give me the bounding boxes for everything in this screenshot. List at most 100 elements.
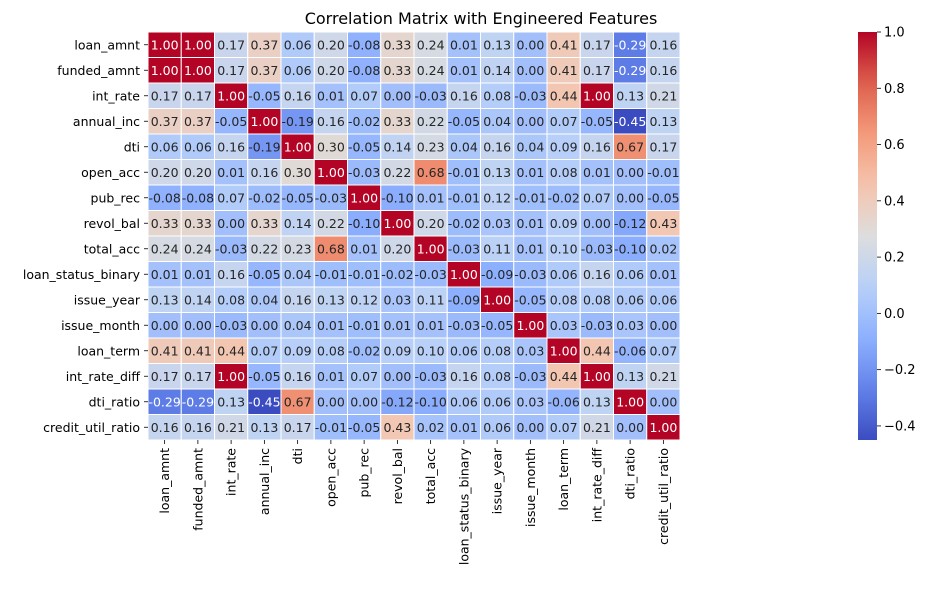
cell-open_acc-issue_year <box>480 159 515 186</box>
cell-label-open_acc-funded_amnt: 0.20 <box>184 165 212 180</box>
cell-label-funded_amnt-issue_year: 0.14 <box>483 63 511 78</box>
y-tick-label-dti: dti <box>124 139 140 154</box>
cell-label-int_rate-pub_rec: 0.07 <box>350 88 378 103</box>
cell-label-total_acc-loan_term: 0.10 <box>550 241 578 256</box>
cell-total_acc-open_acc <box>313 235 348 262</box>
cell-label-credit_util_ratio-dti: 0.17 <box>284 420 312 435</box>
cell-label-loan_status_binary-loan_term: 0.06 <box>550 267 578 282</box>
x-tick-label-annual_inc: annual_inc <box>257 448 272 515</box>
cell-label-dti-open_acc: 0.30 <box>317 139 345 154</box>
cell-total_acc-loan_amnt <box>147 235 182 262</box>
y-tick-label-revol_bal: revol_bal <box>84 216 140 231</box>
cell-label-credit_util_ratio-loan_amnt: 0.16 <box>151 420 179 435</box>
cell-label-dti_ratio-int_rate_diff: 0.13 <box>583 394 611 409</box>
cell-pub_rec-int_rate_diff <box>579 184 614 211</box>
cell-dti_ratio-issue_month <box>513 388 548 415</box>
cell-issue_month-issue_month <box>513 312 548 339</box>
cell-label-pub_rec-revol_bal: -0.10 <box>381 190 413 205</box>
cell-label-loan_status_binary-funded_amnt: 0.01 <box>184 267 212 282</box>
cell-label-issue_month-loan_status_binary: -0.03 <box>448 318 480 333</box>
colorbar-tick-label-2: 0.6 <box>884 138 905 153</box>
cell-issue_month-issue_year <box>480 312 515 339</box>
cell-revol_bal-dti_ratio <box>613 210 648 237</box>
cell-label-issue_year-loan_term: 0.08 <box>550 292 578 307</box>
cell-annual_inc-issue_year <box>480 108 515 135</box>
cell-label-open_acc-dti_ratio: 0.00 <box>616 165 644 180</box>
cell-label-int_rate_diff-issue_year: 0.08 <box>483 369 511 384</box>
cell-label-total_acc-pub_rec: 0.01 <box>350 241 378 256</box>
cell-funded_amnt-open_acc <box>313 57 348 84</box>
cell-annual_inc-funded_amnt <box>180 108 215 135</box>
cell-total_acc-int_rate <box>214 235 249 262</box>
cell-dti-total_acc <box>413 133 448 160</box>
cell-label-open_acc-loan_term: 0.08 <box>550 165 578 180</box>
cell-pub_rec-pub_rec <box>347 184 382 211</box>
cell-label-open_acc-credit_util_ratio: -0.01 <box>647 165 679 180</box>
x-tick-label-issue_year: issue_year <box>490 447 505 514</box>
cell-label-revol_bal-annual_inc: 0.33 <box>250 216 278 231</box>
cell-label-open_acc-issue_month: 0.01 <box>516 165 544 180</box>
cell-label-annual_inc-int_rate: -0.05 <box>215 114 247 129</box>
cell-dti-loan_status_binary <box>446 133 481 160</box>
cell-label-issue_month-int_rate_diff: -0.03 <box>581 318 613 333</box>
cell-label-pub_rec-pub_rec: 1.00 <box>350 190 378 205</box>
cell-credit_util_ratio-open_acc <box>313 414 348 441</box>
cell-issue_year-funded_amnt <box>180 286 215 313</box>
cell-int_rate_diff-int_rate_diff <box>579 363 614 390</box>
cell-loan_amnt-issue_month <box>513 31 548 58</box>
cell-label-int_rate-loan_term: 0.44 <box>550 88 578 103</box>
colorbar-tick-label-7: −0.4 <box>884 419 916 434</box>
cell-label-revol_bal-revol_bal: 1.00 <box>383 216 411 231</box>
cell-label-total_acc-annual_inc: 0.22 <box>250 241 278 256</box>
cell-label-dti-pub_rec: -0.05 <box>348 139 380 154</box>
cell-revol_bal-total_acc <box>413 210 448 237</box>
cell-label-credit_util_ratio-funded_amnt: 0.16 <box>184 420 212 435</box>
cell-label-issue_year-loan_status_binary: -0.09 <box>448 292 480 307</box>
cell-total_acc-issue_year <box>480 235 515 262</box>
colorbar-tick-label-5: 0.0 <box>884 307 905 322</box>
cell-label-annual_inc-pub_rec: -0.02 <box>348 114 380 129</box>
cell-label-dti_ratio-credit_util_ratio: 0.00 <box>649 394 677 409</box>
cell-label-loan_amnt-dti_ratio: -0.29 <box>614 37 646 52</box>
cell-label-issue_month-loan_term: 0.03 <box>550 318 578 333</box>
y-tick-label-pub_rec: pub_rec <box>91 190 141 205</box>
cell-label-issue_year-annual_inc: 0.04 <box>250 292 278 307</box>
cell-credit_util_ratio-total_acc <box>413 414 448 441</box>
cell-issue_year-revol_bal <box>380 286 415 313</box>
cell-int_rate_diff-total_acc <box>413 363 448 390</box>
cell-label-funded_amnt-funded_amnt: 1.00 <box>184 63 212 78</box>
cell-label-dti-loan_amnt: 0.06 <box>151 139 179 154</box>
cell-label-dti-dti_ratio: 0.67 <box>616 139 644 154</box>
cell-dti-revol_bal <box>380 133 415 160</box>
cell-int_rate_diff-funded_amnt <box>180 363 215 390</box>
cell-int_rate_diff-open_acc <box>313 363 348 390</box>
cell-label-pub_rec-total_acc: 0.01 <box>417 190 445 205</box>
cell-label-pub_rec-loan_status_binary: -0.01 <box>448 190 480 205</box>
cell-label-dti-loan_status_binary: 0.04 <box>450 139 478 154</box>
cell-dti-dti <box>280 133 315 160</box>
cell-label-total_acc-credit_util_ratio: 0.02 <box>649 241 677 256</box>
cell-label-annual_inc-funded_amnt: 0.37 <box>184 114 212 129</box>
y-tick-label-annual_inc: annual_inc <box>73 114 140 129</box>
cell-label-loan_amnt-issue_month: 0.00 <box>516 37 544 52</box>
cell-label-funded_amnt-loan_amnt: 1.00 <box>151 63 179 78</box>
cell-label-dti_ratio-loan_term: -0.06 <box>547 394 579 409</box>
cell-label-issue_month-total_acc: 0.01 <box>417 318 445 333</box>
cell-dti_ratio-issue_year <box>480 388 515 415</box>
cell-loan_amnt-loan_status_binary <box>446 31 481 58</box>
cell-label-loan_status_binary-open_acc: -0.01 <box>315 267 347 282</box>
cell-issue_month-int_rate <box>214 312 249 339</box>
cell-label-pub_rec-annual_inc: -0.02 <box>248 190 280 205</box>
cell-annual_inc-int_rate <box>214 108 249 135</box>
cell-label-issue_month-loan_amnt: 0.00 <box>151 318 179 333</box>
cell-label-int_rate_diff-funded_amnt: 0.17 <box>184 369 212 384</box>
y-tick-label-credit_util_ratio: credit_util_ratio <box>43 420 140 435</box>
cell-label-issue_month-pub_rec: -0.01 <box>348 318 380 333</box>
cell-label-funded_amnt-pub_rec: -0.08 <box>348 63 380 78</box>
cell-label-loan_term-int_rate: 0.44 <box>217 343 245 358</box>
cell-label-int_rate-open_acc: 0.01 <box>317 88 345 103</box>
cell-label-issue_month-open_acc: 0.01 <box>317 318 345 333</box>
cell-label-credit_util_ratio-issue_month: 0.00 <box>516 420 544 435</box>
cell-label-annual_inc-open_acc: 0.16 <box>317 114 345 129</box>
cell-annual_inc-open_acc <box>313 108 348 135</box>
